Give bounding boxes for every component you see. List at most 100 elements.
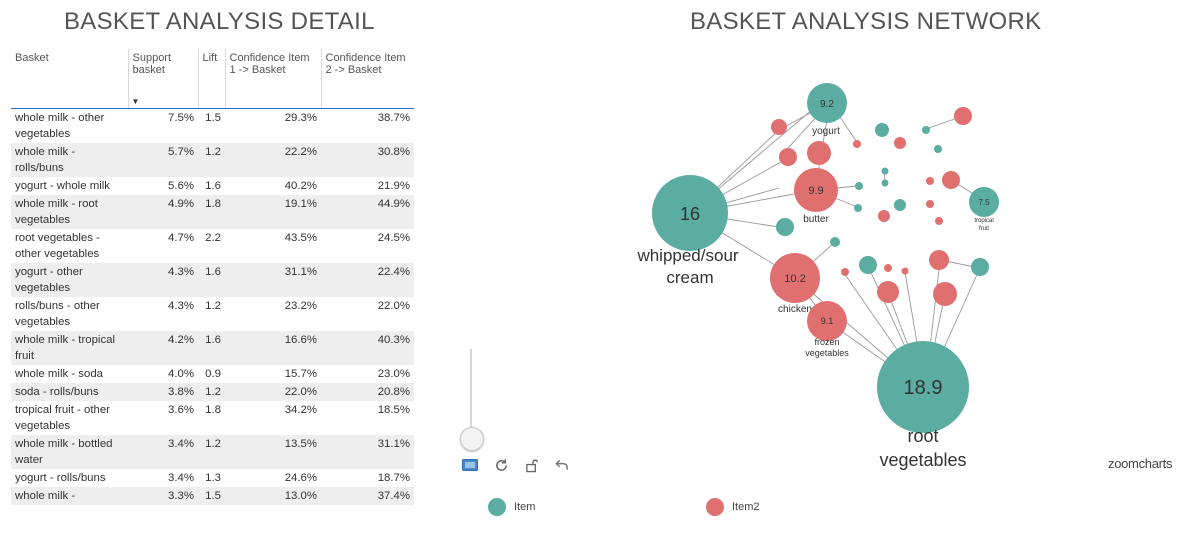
node-frozen[interactable]: 9.1 frozen vegetables bbox=[805, 301, 849, 358]
node-small bbox=[877, 281, 899, 303]
cell-basket: root vegetables - other vegetables bbox=[15, 232, 100, 260]
cell-support: 3.4% bbox=[168, 472, 194, 484]
zoom-slider-track[interactable] bbox=[470, 349, 472, 439]
image-mode-icon[interactable] bbox=[462, 457, 478, 473]
cell-confidence-2: 18.5% bbox=[377, 404, 410, 416]
table-row[interactable]: tropical fruit - other vegetables 3.6% 1.8… bbox=[11, 401, 414, 435]
node-yogurt[interactable]: 9.2 yogurt bbox=[807, 83, 847, 137]
node-chicken[interactable]: 10.2 chicken bbox=[770, 253, 820, 315]
node-butter[interactable]: 9.9 butter bbox=[794, 168, 838, 225]
node-small bbox=[933, 282, 957, 306]
cell-confidence-1: 24.6% bbox=[284, 472, 317, 484]
cell-basket: yogurt - rolls/buns bbox=[15, 472, 106, 484]
column-header-basket[interactable]: Basket bbox=[11, 49, 128, 109]
cell-confidence-2: 22.4% bbox=[321, 263, 414, 297]
column-header-confidence-1[interactable]: Confidence Item 1 -> Basket bbox=[224, 49, 321, 109]
cell-basket: whole milk - tropical fruit bbox=[11, 331, 128, 365]
table-row[interactable]: yogurt - rolls/buns 3.4% 1.3 24.6% 18.7% bbox=[11, 469, 414, 487]
table-row[interactable]: root vegetables - other vegetables 4.7% 2.… bbox=[11, 229, 414, 263]
table-row[interactable]: soda - rolls/buns 3.8% 1.2 22.0% 20.8% bbox=[11, 383, 414, 401]
cell-confidence-1: 13.0% bbox=[225, 487, 321, 505]
column-header-label: Support basket bbox=[132, 52, 172, 76]
table-row[interactable]: whole milk - bottled water 3.4% 1.2 13.5% 31… bbox=[11, 435, 414, 469]
legend-label: Item2 bbox=[732, 501, 760, 513]
cell-lift: 1.8 bbox=[205, 404, 221, 416]
cell-confidence-2: 22.0% bbox=[377, 300, 410, 312]
sort-descending-icon: ▼ bbox=[131, 97, 140, 106]
network-chart[interactable]: 16 whipped/sour cream 9.2 yogurt 9.9 but… bbox=[440, 40, 1040, 445]
brand-logo: zoomcharts bbox=[1108, 456, 1173, 471]
node-small bbox=[854, 204, 862, 212]
cell-confidence-2: 44.9% bbox=[321, 195, 414, 229]
cell-basket: whole milk - rolls/buns bbox=[11, 143, 128, 177]
cell-support: 4.3% bbox=[128, 263, 198, 297]
cell-confidence-2: 23.0% bbox=[377, 368, 410, 380]
cell-lift: 1.2 bbox=[198, 383, 225, 401]
basket-table: Basket Support basket ▼ Lift Confidence I… bbox=[11, 49, 414, 505]
cell-lift: 1.6 bbox=[205, 180, 221, 192]
node-label: root bbox=[907, 426, 938, 445]
column-header-label: Confidence Item 1 -> Basket bbox=[229, 52, 310, 76]
node-whipped[interactable]: 16 whipped/sour cream bbox=[636, 175, 739, 287]
cell-confidence-1: 23.2% bbox=[284, 300, 317, 312]
node-label: whipped/sour bbox=[636, 246, 738, 265]
node-label: cream bbox=[666, 268, 713, 287]
cell-lift: 1.2 bbox=[198, 435, 225, 469]
node-small bbox=[934, 145, 942, 153]
node-small bbox=[855, 182, 863, 190]
column-header-lift[interactable]: Lift bbox=[197, 49, 225, 109]
page-title-detail: BASKET ANALYSIS DETAIL bbox=[64, 8, 375, 35]
cell-confidence-2: 21.9% bbox=[377, 180, 410, 192]
cell-confidence-2: 24.5% bbox=[377, 232, 410, 244]
node-small bbox=[929, 250, 949, 270]
node-small bbox=[776, 218, 794, 236]
unlock-icon[interactable] bbox=[524, 457, 540, 473]
cell-basket: yogurt - whole milk bbox=[15, 180, 110, 192]
legend-item-item[interactable]: Item bbox=[488, 498, 535, 516]
cell-confidence-1: 19.1% bbox=[225, 195, 321, 229]
node-small bbox=[830, 237, 840, 247]
node-small bbox=[926, 200, 934, 208]
zoom-slider-thumb[interactable] bbox=[460, 427, 484, 451]
basket-table-container[interactable]: Basket Support basket ▼ Lift Confidence I… bbox=[11, 49, 414, 537]
column-header-confidence-2[interactable]: Confidence Item 2 -> Basket bbox=[320, 49, 414, 109]
table-row[interactable]: whole milk -3.3% 1.5 13.0% 37.4% bbox=[11, 487, 414, 505]
node-tropical[interactable]: 7.5 tropical fruit bbox=[969, 187, 999, 232]
node-root[interactable]: 18.9 root bbox=[877, 341, 969, 445]
node-small bbox=[942, 171, 960, 189]
cell-lift: 1.6 bbox=[198, 331, 225, 365]
cell-basket: soda - rolls/buns bbox=[11, 383, 128, 401]
table-row[interactable]: rolls/buns - other vegetables 4.3% 1.2 23.2… bbox=[11, 297, 414, 331]
cell-lift: 1.2 bbox=[205, 300, 221, 312]
table-row[interactable]: whole milk - tropical fruit 4.2% 1.6 16.6% 4… bbox=[11, 331, 414, 365]
column-header-support[interactable]: Support basket ▼ bbox=[127, 49, 198, 109]
cell-confidence-1: 13.5% bbox=[225, 435, 321, 469]
cell-support: 3.4% bbox=[128, 435, 198, 469]
cell-support: 5.6% bbox=[168, 180, 194, 192]
node-label: yogurt bbox=[812, 126, 840, 137]
node-value: 16 bbox=[680, 204, 700, 224]
cell-basket: tropical fruit - other vegetables bbox=[15, 404, 110, 432]
column-header-label: Confidence Item 2 -> Basket bbox=[325, 52, 406, 76]
refresh-icon[interactable] bbox=[493, 457, 509, 473]
cell-confidence-2: 38.7% bbox=[377, 112, 410, 124]
back-icon[interactable] bbox=[554, 457, 570, 473]
legend-swatch bbox=[488, 498, 506, 516]
cell-confidence-1: 34.2% bbox=[284, 404, 317, 416]
table-row[interactable]: yogurt - whole milk 5.6% 1.6 40.2% 21.9% bbox=[11, 177, 414, 195]
table-row[interactable]: whole milk - root vegetables 4.9% 1.8 19.1%… bbox=[11, 195, 414, 229]
table-row[interactable]: whole milk - rolls/buns 5.7% 1.2 22.2% 30.8% bbox=[11, 143, 414, 177]
cell-confidence-1: 15.7% bbox=[284, 368, 317, 380]
cell-lift: 1.6 bbox=[198, 263, 225, 297]
cell-confidence-1: 40.2% bbox=[284, 180, 317, 192]
table-row[interactable]: whole milk - other vegetables 7.5% 1.5 29.3… bbox=[11, 109, 414, 144]
cell-confidence-2: 18.7% bbox=[377, 472, 410, 484]
node-small bbox=[771, 119, 787, 135]
legend-item-item2[interactable]: Item2 bbox=[706, 498, 760, 516]
cell-confidence-2: 30.8% bbox=[321, 143, 414, 177]
cell-basket: yogurt - other vegetables bbox=[11, 263, 128, 297]
table-row[interactable]: whole milk - soda 4.0% 0.9 15.7% 23.0% bbox=[11, 365, 414, 383]
cell-support: 4.0% bbox=[168, 368, 194, 380]
table-row[interactable]: yogurt - other vegetables 4.3% 1.6 31.1% 22.… bbox=[11, 263, 414, 297]
legend-label: Item bbox=[514, 501, 536, 513]
